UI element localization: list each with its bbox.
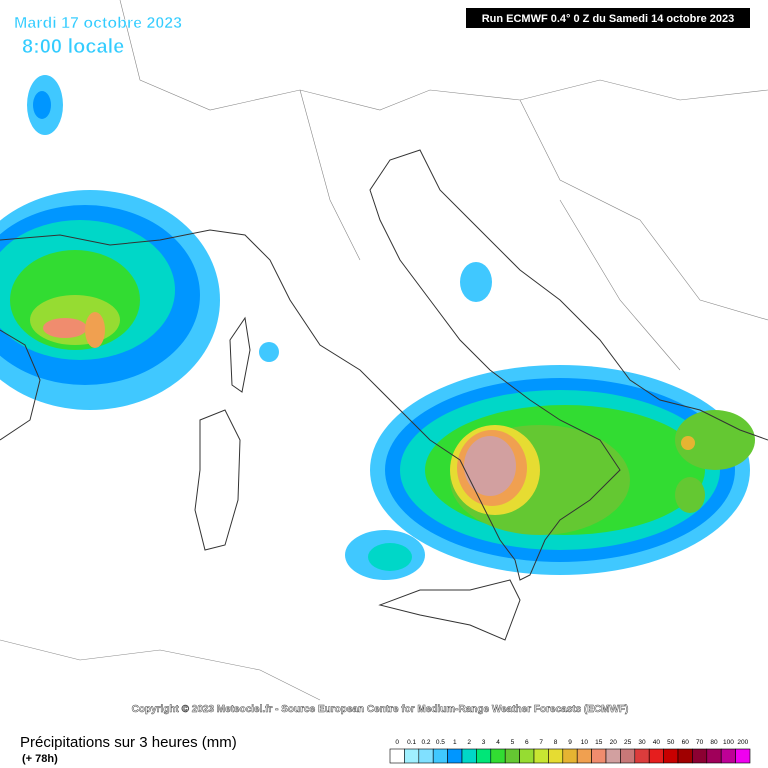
legend-label: 5 [511,739,515,746]
legend-label: 8 [554,739,558,746]
legend-swatch [404,748,420,764]
borders [0,0,768,701]
legend-label: 200 [737,739,748,746]
precipitation [0,75,755,580]
legend-label: 10 [581,739,589,746]
legend-label: 80 [710,739,718,746]
legend-label: 7 [539,739,543,746]
legend-label: 20 [610,739,618,746]
legend: 0 0.1 0.2 0.5 1 2 3 4 5 6 7 8 9 10 15 20 25 30 40 50 60 70 80 1… [389,739,751,764]
legend-label: 70 [696,739,704,746]
legend-swatch [634,748,650,764]
legend-label: 100 [723,739,734,746]
legend-swatch [447,748,463,764]
legend-label: 25 [624,739,632,746]
time: 8:00 locale [22,36,124,58]
legend-swatch [620,748,636,764]
legend-label: 40 [653,739,661,746]
legend-label: 9 [568,739,572,746]
legend-swatch [692,748,708,764]
legend-label: 0 [395,739,399,746]
legend-swatch [677,748,693,764]
legend-swatch [720,748,736,764]
copyright: Copyright © 2023 Meteociel.fr - Source E… [132,704,629,715]
legend-swatch [432,748,448,764]
legend-swatch [461,748,477,764]
legend-label: 2 [467,739,471,746]
legend-label: 50 [667,739,675,746]
legend-swatch [490,748,506,764]
legend-label: 15 [595,739,603,746]
legend-label: 30 [638,739,646,746]
legend-swatch [548,748,564,764]
legend-label: 4 [496,739,500,746]
coastlines [0,149,768,641]
lead-time: (+ 78h) [22,753,58,765]
legend-swatch [519,748,535,764]
legend-swatch [605,748,621,764]
legend-swatch [648,748,664,764]
legend-swatch [735,748,751,764]
legend-swatch [576,748,592,764]
legend-label: 0.1 [407,739,416,746]
legend-swatch [663,748,679,764]
legend-swatch [504,748,520,764]
legend-label: 3 [482,739,486,746]
footer-title: Précipitations sur 3 heures (mm) [20,734,237,751]
legend-label: 1 [453,739,457,746]
legend-swatch [389,748,405,764]
legend-swatch [533,748,549,764]
run-info: Run ECMWF 0.4° 0 Z du Samedi 14 octobre … [482,13,735,25]
legend-label: 0.5 [436,739,445,746]
run-box [466,8,750,28]
date: Mardi 17 octobre 2023 [14,15,182,32]
legend-label: 0.2 [421,739,430,746]
legend-swatch [418,748,434,764]
legend-label: 60 [682,739,690,746]
legend-swatch [562,748,578,764]
legend-label: 6 [525,739,529,746]
legend-swatch [591,748,607,764]
legend-swatch [706,748,722,764]
legend-swatch [476,748,492,764]
